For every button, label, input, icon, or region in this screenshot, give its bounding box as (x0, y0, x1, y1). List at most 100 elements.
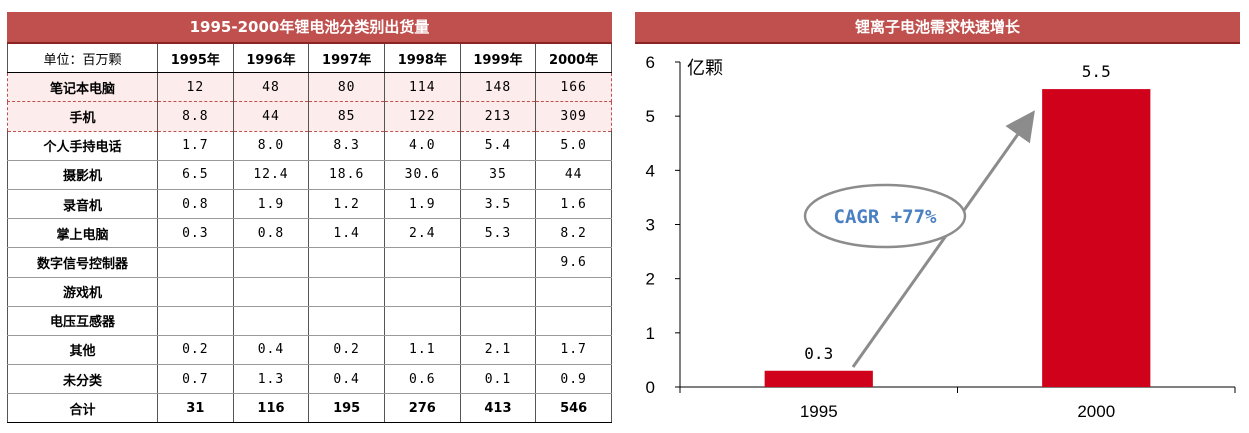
total-cell: 546 (535, 393, 612, 424)
table-cell (232, 277, 310, 307)
table-cell: 44 (232, 101, 310, 132)
row-label: 笔记本电脑 (7, 72, 158, 103)
bars: 0.3 5.5 (764, 62, 1151, 388)
table-cell: 0.1 (459, 364, 537, 395)
total-cell: 195 (308, 393, 385, 424)
table-cell: 80 (308, 72, 385, 103)
bar (764, 370, 873, 387)
table-cell (535, 306, 612, 336)
table-row: 电压互感器 (7, 306, 612, 336)
total-label: 合计 (7, 393, 158, 424)
table-cell: 12 (157, 72, 234, 103)
table-row: 个人手持电话 1.7 8.0 8.3 4.0 5.4 5.0 (7, 131, 612, 161)
chart-title: 锂离子电池需求快速增长 (635, 12, 1240, 44)
table-row: 掌上电脑 0.3 0.8 1.4 2.4 5.3 8.2 (7, 218, 612, 249)
table-cell: 5.3 (459, 218, 537, 249)
table-cell: 44 (535, 160, 612, 190)
table-cell: 1.9 (232, 189, 310, 220)
table-row: 未分类 0.7 1.3 0.4 0.6 0.1 0.9 (7, 364, 612, 395)
table-cell: 1.7 (157, 131, 234, 161)
table-cell (157, 247, 234, 278)
table-cell: 0.2 (308, 335, 385, 366)
table-cell: 6.5 (157, 160, 234, 190)
table-cell: 0.4 (308, 364, 385, 395)
row-label: 未分类 (7, 364, 158, 395)
table-cell: 213 (459, 101, 537, 132)
total-cell: 276 (383, 393, 461, 424)
y-tick-label: 5 (646, 107, 655, 126)
total-cell: 116 (232, 393, 310, 424)
table-row: 游戏机 (7, 277, 612, 307)
table-cell: 0.4 (232, 335, 310, 366)
year-header: 1998年 (383, 44, 461, 74)
year-header: 1996年 (232, 44, 310, 74)
row-label: 数字信号控制器 (7, 247, 158, 278)
table-cell: 8.2 (535, 218, 612, 249)
row-label: 摄影机 (7, 160, 158, 190)
total-cell: 413 (459, 393, 537, 424)
cagr-annotation: CAGR +77% (834, 206, 938, 228)
table-cell: 0.6 (383, 364, 461, 395)
x-tick-label: 2000 (1077, 402, 1115, 421)
x-tick-label: 1995 (800, 402, 838, 421)
table-cell (383, 306, 461, 336)
table-cell (308, 247, 385, 278)
table-cell: 1.1 (383, 335, 461, 366)
table-cell: 122 (383, 101, 461, 132)
table-cell: 114 (383, 72, 461, 103)
table-row: 录音机 0.8 1.9 1.2 1.9 3.5 1.6 (7, 189, 612, 220)
table-cell (157, 277, 234, 307)
table-cell (459, 247, 537, 278)
shipment-table: 单位：百万颗 1995年 1996年 1997年 1998年 1999年 2000年 笔记本电… (7, 44, 612, 424)
table-cell: 30.6 (383, 160, 461, 190)
row-label: 电压互感器 (7, 306, 158, 336)
total-cell: 31 (157, 393, 234, 424)
table-cell: 5.4 (459, 131, 537, 161)
table-row: 笔记本电脑 12 48 80 114 148 166 (7, 72, 612, 103)
row-label: 录音机 (7, 189, 158, 220)
row-label: 掌上电脑 (7, 218, 158, 249)
table-cell: 1.4 (308, 218, 385, 249)
y-tick-label: 6 (646, 53, 655, 72)
bar-value-label: 0.3 (804, 344, 833, 363)
table-cell: 309 (535, 101, 612, 132)
y-axis: 0 1 2 3 4 5 6 (646, 53, 681, 397)
table-cell: 0.9 (535, 364, 612, 395)
table-cell: 0.2 (157, 335, 234, 366)
table-cell (383, 277, 461, 307)
y-tick-label: 4 (646, 161, 655, 180)
table-cell: 2.4 (383, 218, 461, 249)
table-cell (535, 277, 612, 307)
demand-bar-chart: 0 1 2 3 4 5 6 1995 2000 0.3 5.5 亿颗 CAGR +77% (646, 53, 1236, 421)
row-label: 手机 (7, 101, 158, 132)
unit-label: 单位：百万颗 (7, 44, 158, 74)
table-row: 其他 0.2 0.4 0.2 1.1 2.1 1.7 (7, 335, 612, 366)
table-cell: 35 (459, 160, 537, 190)
table-cell: 8.3 (308, 131, 385, 161)
y-tick-label: 3 (646, 216, 655, 235)
table-title: 1995-2000年锂电池分类别出货量 (7, 12, 612, 44)
table-cell: 0.7 (157, 364, 234, 395)
x-axis: 1995 2000 (679, 386, 1236, 421)
table-cell (308, 277, 385, 307)
table-cell: 18.6 (308, 160, 385, 190)
y-tick-label: 0 (646, 378, 655, 397)
year-header: 1999年 (459, 44, 537, 74)
y-tick-label: 2 (646, 270, 655, 289)
y-axis-label: 亿颗 (687, 58, 723, 78)
table-cell: 1.2 (308, 189, 385, 220)
year-header: 1997年 (308, 44, 385, 74)
table-cell: 9.6 (535, 247, 612, 278)
table-cell: 4.0 (383, 131, 461, 161)
table-cell: 1.7 (535, 335, 612, 366)
table-row: 数字信号控制器 9.6 (7, 247, 612, 278)
table-cell: 12.4 (232, 160, 310, 190)
total-row: 合计 31 116 195 276 413 546 (7, 393, 612, 424)
row-label: 其他 (7, 335, 158, 366)
demand-chart-panel: 锂离子电池需求快速增长 0 1 2 3 4 5 6 1995 2000 0.3 5.5 亿颗 C… (635, 12, 1240, 427)
table-row: 摄影机 6.5 12.4 18.6 30.6 35 44 (7, 160, 612, 190)
year-header: 1995年 (157, 44, 234, 74)
table-cell: 8.0 (232, 131, 310, 161)
table-cell: 2.1 (459, 335, 537, 366)
table-cell: 0.3 (157, 218, 234, 249)
